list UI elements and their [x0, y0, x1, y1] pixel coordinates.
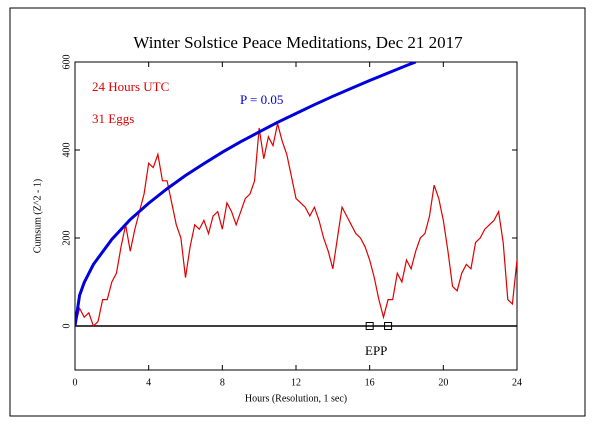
x-tick-label: 24: [512, 377, 522, 388]
annotation: 31 Eggs: [92, 111, 134, 126]
plot-area: [74, 61, 518, 371]
annotation: P = 0.05: [240, 92, 283, 107]
y-tick-label: 400: [61, 143, 72, 158]
event-marker: [384, 322, 393, 330]
x-tick-label: 16: [365, 377, 375, 388]
x-tick-label: 4: [146, 377, 151, 388]
y-tick-label: 600: [61, 55, 72, 70]
x-tick-label: 0: [73, 377, 78, 388]
annotation: EPP: [365, 343, 387, 358]
frame: [9, 7, 586, 417]
series-line: [75, 62, 417, 327]
y-tick-label: 0: [61, 324, 72, 329]
y-tick-label: 200: [61, 231, 72, 246]
annotation: 24 Hours UTC: [92, 79, 169, 94]
x-tick-label: 12: [291, 377, 301, 388]
x-tick-label: 8: [220, 377, 225, 388]
series-line: [75, 123, 517, 328]
chart-title: Winter Solstice Peace Meditations, Dec 2…: [133, 33, 463, 52]
x-axis-label: Hours (Resolution, 1 sec): [245, 393, 347, 404]
y-axis-label: Cumsum (Z^2 - 1): [32, 179, 43, 253]
event-marker: [365, 322, 374, 330]
x-tick-label: 20: [438, 377, 448, 388]
